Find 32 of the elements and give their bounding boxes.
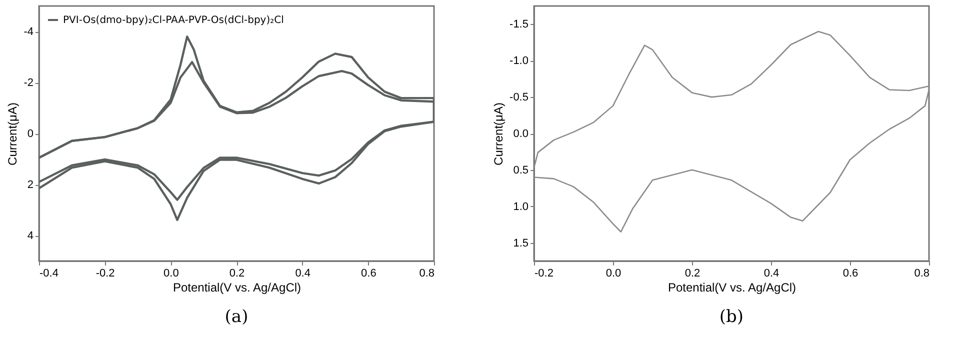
y-tick-label: 1.5 [513,237,528,250]
y-axis-title: Current(μA) [492,102,506,166]
y-tick-label: -0.5 [510,92,528,104]
y-tick-label: -1.5 [510,18,528,31]
x-tick-label: 0.0 [164,268,179,280]
x-tick-label: 0.4 [764,268,780,280]
x-tick-label: -0.2 [96,268,115,280]
y-tick-label: -2 [24,77,34,89]
y-tick-label: 4 [27,230,34,242]
y-axis-title: Current(μA) [6,102,20,166]
x-tick-label: 0.6 [361,268,376,280]
y-tick-label: -4 [24,26,34,38]
y-tick-label: -1.0 [510,55,528,68]
x-axis-title: Potential(V vs. Ag/AgCl) [172,280,302,294]
x-axis-title: Potential(V vs. Ag/AgCl) [668,280,796,294]
y-tick-label: 0.5 [513,164,528,176]
y-tick-label: 0 [27,128,34,140]
x-tick-label: 0.8 [419,268,434,280]
y-tick-label: 1.0 [513,200,528,213]
y-tick-label: 2 [27,179,34,191]
legend-label: PVI-Os(dmo-bpy)₂Cl-PAA-PVP-Os(dCl-bpy)₂Cl [63,15,284,26]
x-tick-label: 0.0 [606,268,622,280]
x-tick-label: 0.6 [842,268,858,280]
x-tick-label: 0.8 [914,268,930,280]
text: (a) [224,307,248,327]
x-tick-label: 0.4 [295,268,310,280]
x-tick-label: 0.2 [229,268,245,280]
text: (b) [719,307,744,327]
x-tick-label: -0.4 [40,268,58,280]
y-tick-label: 0.0 [513,128,528,140]
x-tick-label: -0.2 [534,268,554,280]
x-tick-label: 0.2 [684,268,700,280]
